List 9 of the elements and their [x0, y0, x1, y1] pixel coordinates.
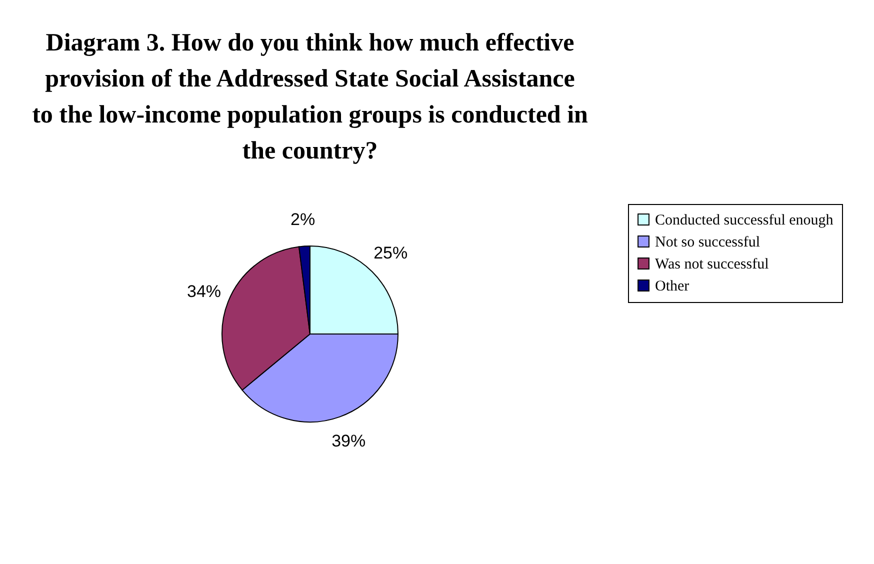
data-label: 25%	[374, 243, 408, 262]
data-label: 39%	[332, 431, 366, 450]
legend-label: Was not successful	[655, 256, 769, 272]
chart-title: Diagram 3. How do you think how much effective provision of the Addressed State Social Assistance to the low-income population groups is conducted in the country?	[32, 30, 588, 164]
data-label: 34%	[186, 282, 222, 302]
legend-label: Other	[655, 278, 690, 294]
legend-label: Conducted successful enough	[655, 212, 834, 228]
data-label: 2%	[290, 210, 316, 230]
legend-label: Not so successful	[655, 234, 760, 250]
